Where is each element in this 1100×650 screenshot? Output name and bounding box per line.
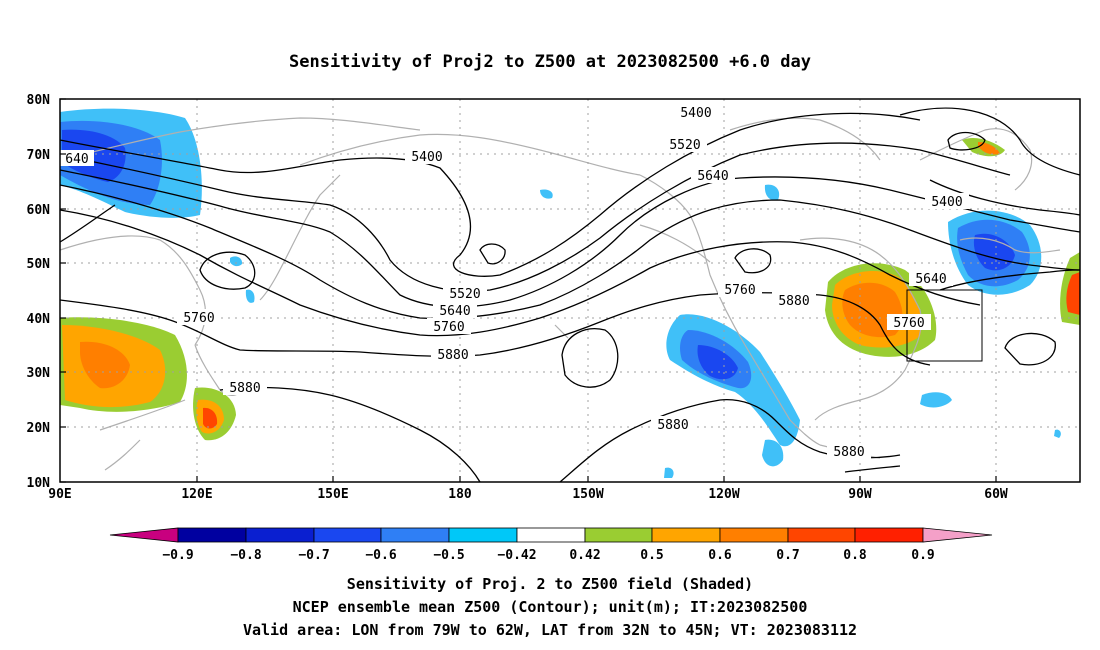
svg-text:5400: 5400 [680,106,711,121]
colorbar-swatch [448,527,518,543]
colorbar-swatch [854,527,924,543]
colorbar-label: −0.9 [162,548,193,563]
lon-tick-label: 60W [984,487,1008,502]
colorbar-swatch [313,527,382,543]
colorbar-label: 0.6 [708,548,732,563]
contour-label: 5760 [718,281,762,298]
colorbar-label: −0.42 [497,548,536,563]
svg-text:5760: 5760 [183,311,214,326]
colorbar-swatch [719,527,789,543]
map-title: Sensitivity of Proj2 to Z500 at 20230825… [289,52,811,72]
svg-text:5880: 5880 [437,348,468,363]
map-frame [59,98,1081,483]
colorbar-swatch [380,527,450,543]
lon-tick-label: 90E [48,487,71,502]
lat-labels: 80N 70N 60N 50N 40N 30N 20N 10N [27,93,51,491]
colorbar-label: −0.5 [433,548,464,563]
svg-text:5640: 5640 [697,169,728,184]
svg-text:5520: 5520 [449,287,480,302]
contour-label: 5400 [674,104,718,121]
contour-label: 5880 [827,443,871,460]
contour-labels: 5400 5400 5400 5520 5520 5640 5640 5640 … [60,104,969,460]
lat-tick-label: 30N [27,366,51,381]
contour-label: 5880 [223,379,267,396]
colorbar-swatch [787,527,856,543]
svg-text:5400: 5400 [411,150,442,165]
colorbar-high-triangle [922,527,993,543]
lat-tick-label: 70N [27,148,51,163]
contour-label: 5400 [405,148,449,165]
colorbar-label: −0.6 [365,548,396,563]
lat-tick-label: 60N [27,203,51,218]
coastlines [59,117,1061,471]
caption-line-3: Valid area: LON from 79W to 62W, LAT fro… [243,621,857,639]
contour-label: 5760 [887,314,931,331]
contour-label: 5640 [691,167,735,184]
contour-label: 5880 [651,416,695,433]
colorbar: −0.9 −0.8 −0.7 −0.6 −0.5 −0.42 0.42 0.5 … [109,527,993,563]
caption-line-1: Sensitivity of Proj. 2 to Z500 field (Sh… [347,575,753,593]
svg-text:640: 640 [65,152,88,167]
svg-text:5520: 5520 [669,138,700,153]
colorbar-swatch [245,527,315,543]
colorbar-label: −0.7 [298,548,329,563]
tick-marks [60,98,997,483]
colorbar-label: −0.8 [230,548,261,563]
colorbar-swatch [651,527,721,543]
svg-text:5400: 5400 [931,195,962,210]
lat-lon-grid [60,99,1080,482]
colorbar-label: 0.9 [911,548,934,563]
contour-label: 5880 [431,346,475,363]
lon-tick-label: 150E [317,487,348,502]
colorbar-label: 0.8 [843,548,867,563]
lat-tick-label: 10N [27,476,51,491]
lat-tick-label: 40N [27,312,51,327]
svg-text:5880: 5880 [778,294,809,309]
svg-text:5760: 5760 [724,283,755,298]
lat-tick-label: 80N [27,93,51,108]
lon-tick-label: 180 [448,487,472,502]
colorbar-label: 0.42 [569,548,600,563]
svg-text:5760: 5760 [433,320,464,335]
svg-text:5640: 5640 [439,304,470,319]
contour-label: 5760 [177,309,221,326]
svg-text:5640: 5640 [915,272,946,287]
contour-label: 5640 [433,302,477,319]
lon-tick-label: 120E [181,487,212,502]
contour-label: 5640 [909,270,953,287]
colorbar-swatch [177,527,247,543]
svg-text:5760: 5760 [893,316,924,331]
lat-tick-label: 20N [27,421,51,436]
lon-labels: 90E 120E 150E 180 150W 120W 90W 60W [48,487,1008,502]
svg-text:5880: 5880 [657,418,688,433]
colorbar-low-triangle [109,527,179,543]
contour-label: 5760 [427,318,471,335]
colorbar-swatch [516,527,586,543]
lon-tick-label: 90W [848,487,872,502]
lon-tick-label: 150W [572,487,603,502]
colorbar-label: 0.7 [776,548,799,563]
z500-contours [59,107,1081,483]
lon-tick-label: 120W [708,487,739,502]
contour-label: 5520 [663,136,707,153]
contour-label: 640 [60,150,94,167]
caption-line-2: NCEP ensemble mean Z500 (Contour); unit(… [293,598,808,616]
svg-text:5880: 5880 [833,445,864,460]
contour-label: 5400 [925,193,969,210]
lat-tick-label: 50N [27,257,51,272]
svg-text:5880: 5880 [229,381,260,396]
contour-label: 5880 [772,292,816,309]
colorbar-label: 0.5 [640,548,663,563]
colorbar-swatch [584,527,653,543]
contour-label: 5520 [443,285,487,302]
